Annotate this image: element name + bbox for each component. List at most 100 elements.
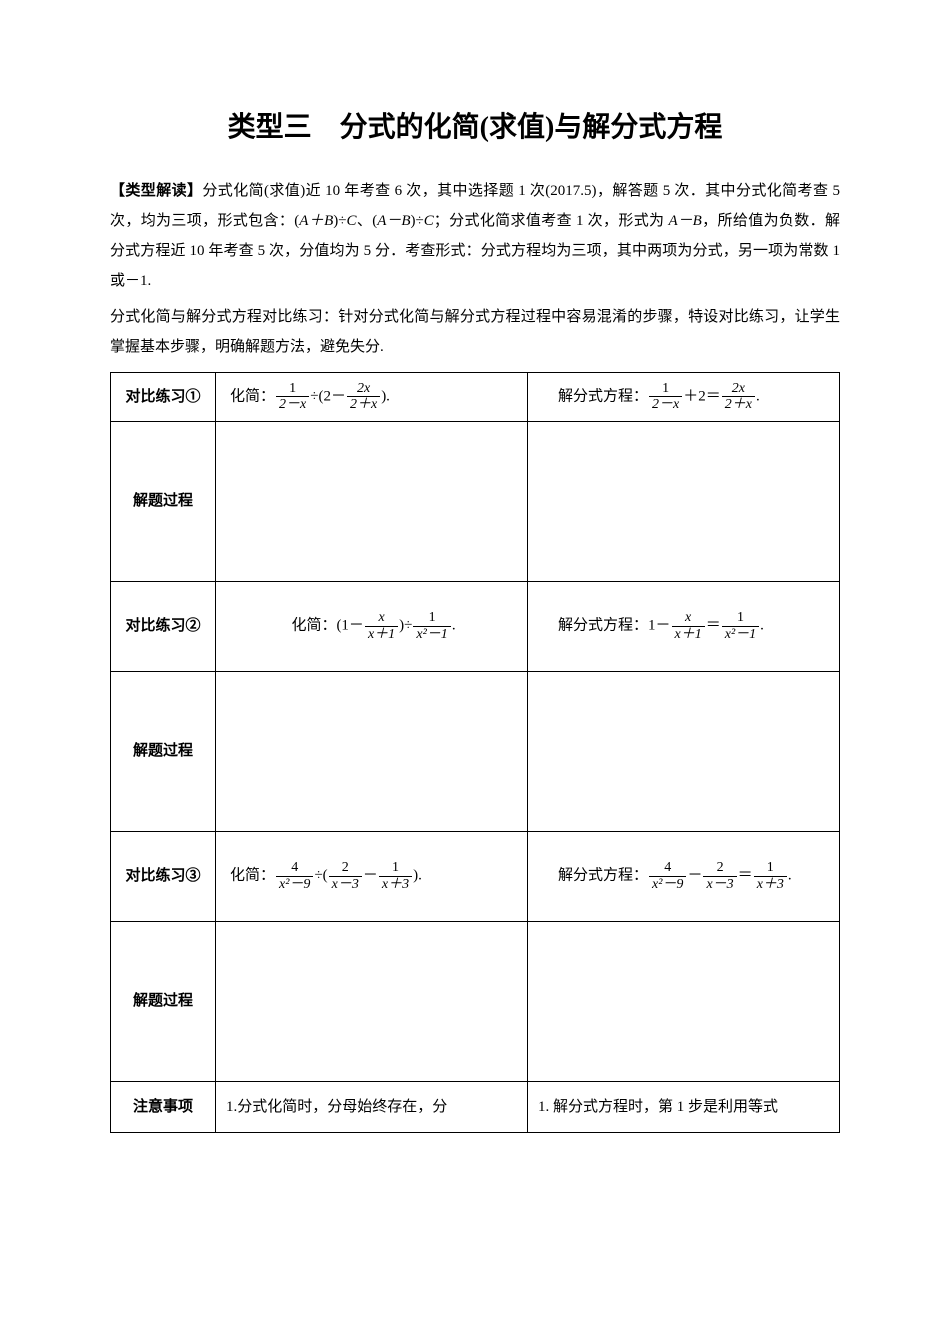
r3-right-mid2: ＝ xyxy=(738,868,753,884)
frac-num: 1 xyxy=(722,610,759,626)
fraction: 2x－3 xyxy=(329,860,362,892)
exercise-table: 对比练习① 化简：12－x÷(2－2x2＋x). 解分式方程：12－x＋2＝2x… xyxy=(110,372,840,1133)
frac-num: 4 xyxy=(276,860,313,876)
row3-right-cell: 解分式方程：4x²－9－2x－3＝1x＋3. xyxy=(528,831,840,921)
row1-right-cell: 解分式方程：12－x＋2＝2x2＋x. xyxy=(528,373,840,422)
process-label: 解题过程 xyxy=(111,421,216,581)
frac-den: 2＋x xyxy=(347,397,380,412)
frac-den: x＋3 xyxy=(379,877,412,892)
fraction: xx＋1 xyxy=(365,610,398,642)
r3-left-mid1: ÷( xyxy=(314,868,327,884)
fraction: 1x＋3 xyxy=(754,860,787,892)
frac-den: x－3 xyxy=(703,877,736,892)
r3-right-mid1: － xyxy=(687,868,702,884)
table-row: 对比练习③ 化简：4x²－9÷(2x－3－1x＋3). 解分式方程：4x²－9－… xyxy=(111,831,840,921)
process-label: 解题过程 xyxy=(111,921,216,1081)
process-left xyxy=(216,921,528,1081)
r2-left-suffix: . xyxy=(452,618,456,634)
page-title: 类型三 分式的化简(求值)与解分式方程 xyxy=(110,100,840,156)
row3-label: 对比练习③ xyxy=(111,831,216,921)
r2-right-suffix: . xyxy=(760,618,764,634)
r1-left-suffix: ). xyxy=(381,388,390,404)
intro-paragraph: 【类型解读】分式化简(求值)近 10 年考查 6 次，其中选择题 1 次(201… xyxy=(110,176,840,296)
frac-num: 1 xyxy=(276,381,309,397)
r1-left-mid: ÷(2－ xyxy=(310,388,346,404)
intro-text5: ；分式化简求值考查 1 次，形式为 xyxy=(434,213,669,229)
fraction: xx＋1 xyxy=(672,610,705,642)
frac-num: 1 xyxy=(754,860,787,876)
process-right xyxy=(528,671,840,831)
table-row: 解题过程 xyxy=(111,421,840,581)
frac-den: 2＋x xyxy=(722,397,755,412)
r1-right-mid: ＋2＝ xyxy=(683,388,721,404)
fraction: 4x²－9 xyxy=(276,860,313,892)
intro-text4: )÷ xyxy=(411,213,424,229)
r1-left-prefix: 化简： xyxy=(230,388,275,404)
table-row: 解题过程 xyxy=(111,671,840,831)
fraction: 1x²－1 xyxy=(413,610,450,642)
frac-num: 2 xyxy=(703,860,736,876)
process-left xyxy=(216,421,528,581)
frac-num: 2x xyxy=(347,381,380,397)
process-right xyxy=(528,921,840,1081)
frac-den: 2－x xyxy=(276,397,309,412)
fraction: 12－x xyxy=(649,381,682,413)
r2-left-mid: )÷ xyxy=(399,618,412,634)
intro-text3: 、( xyxy=(357,213,378,229)
r2-right-mid: ＝ xyxy=(706,618,721,634)
table-row: 对比练习② 化简：(1－xx＋1)÷1x²－1. 解分式方程：1－xx＋1＝1x… xyxy=(111,581,840,671)
frac-num: 2x xyxy=(722,381,755,397)
r2-left-prefix: 化简：(1－ xyxy=(291,618,364,634)
frac-num: 2 xyxy=(329,860,362,876)
frac-den: x²－9 xyxy=(276,877,313,892)
intro-text2: )÷ xyxy=(333,213,346,229)
frac-num: 4 xyxy=(649,860,686,876)
intro-c2: C xyxy=(424,213,434,229)
frac-num: x xyxy=(365,610,398,626)
table-row: 解题过程 xyxy=(111,921,840,1081)
fraction: 2x－3 xyxy=(703,860,736,892)
r1-right-suffix: . xyxy=(756,388,760,404)
notes-right: 1. 解分式方程时，第 1 步是利用等式 xyxy=(528,1081,840,1132)
process-left xyxy=(216,671,528,831)
row2-left-cell: 化简：(1－xx＋1)÷1x²－1. xyxy=(216,581,528,671)
fraction: 1x²－1 xyxy=(722,610,759,642)
r3-left-mid2: － xyxy=(363,868,378,884)
frac-num: 1 xyxy=(379,860,412,876)
notes-left: 1.分式化简时，分母始终存在，分 xyxy=(216,1081,528,1132)
fraction: 1x＋3 xyxy=(379,860,412,892)
frac-den: 2－x xyxy=(649,397,682,412)
row3-left-cell: 化简：4x²－9÷(2x－3－1x＋3). xyxy=(216,831,528,921)
intro-label: 【类型解读】 xyxy=(110,183,202,199)
frac-num: x xyxy=(672,610,705,626)
intro-c1: C xyxy=(346,213,356,229)
r1-right-prefix: 解分式方程： xyxy=(558,388,648,404)
frac-num: 1 xyxy=(413,610,450,626)
row1-label: 对比练习① xyxy=(111,373,216,422)
row2-label: 对比练习② xyxy=(111,581,216,671)
para2: 分式化简与解分式方程对比练习：针对分式化简与解分式方程过程中容易混淆的步骤，特设… xyxy=(110,302,840,362)
fraction: 2x2＋x xyxy=(347,381,380,413)
frac-den: x＋3 xyxy=(754,877,787,892)
intro-amb2: A－B xyxy=(669,213,702,229)
intro-apb: A＋B xyxy=(299,213,333,229)
row1-left-cell: 化简：12－x÷(2－2x2＋x). xyxy=(216,373,528,422)
notes-label: 注意事项 xyxy=(111,1081,216,1132)
fraction: 12－x xyxy=(276,381,309,413)
frac-num: 1 xyxy=(649,381,682,397)
table-row: 对比练习① 化简：12－x÷(2－2x2＋x). 解分式方程：12－x＋2＝2x… xyxy=(111,373,840,422)
r3-right-prefix: 解分式方程： xyxy=(558,868,648,884)
r3-left-prefix: 化简： xyxy=(230,868,275,884)
row2-right-cell: 解分式方程：1－xx＋1＝1x²－1. xyxy=(528,581,840,671)
process-label: 解题过程 xyxy=(111,671,216,831)
frac-den: x²－1 xyxy=(413,627,450,642)
intro-amb: A－B xyxy=(377,213,410,229)
fraction: 4x²－9 xyxy=(649,860,686,892)
process-right xyxy=(528,421,840,581)
frac-den: x²－9 xyxy=(649,877,686,892)
r3-left-suffix: ). xyxy=(413,868,422,884)
r3-right-suffix: . xyxy=(788,868,792,884)
frac-den: x＋1 xyxy=(365,627,398,642)
frac-den: x＋1 xyxy=(672,627,705,642)
frac-den: x－3 xyxy=(329,877,362,892)
